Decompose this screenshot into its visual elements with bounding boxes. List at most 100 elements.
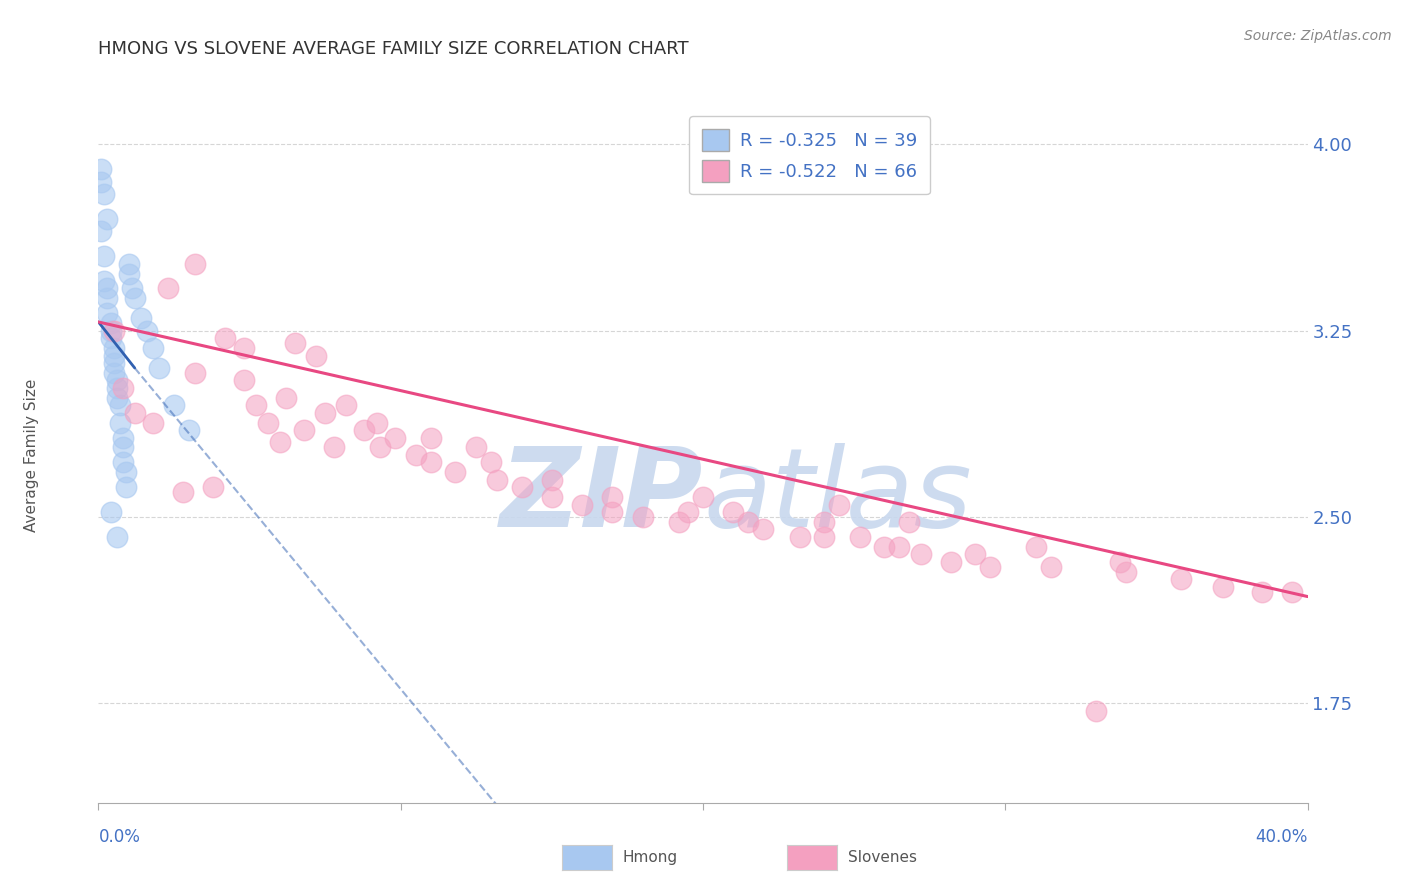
Point [103,341,125,355]
Point [602,505,624,519]
Point [1212,580,1234,594]
Point [100,324,122,338]
Point [256,416,278,430]
Text: ZIP: ZIP [499,443,703,550]
Point [323,441,346,455]
Point [100,331,122,345]
Legend: R = -0.325   N = 39, R = -0.522   N = 66: R = -0.325 N = 39, R = -0.522 N = 66 [689,116,929,194]
Point [172,485,194,500]
Point [245,398,267,412]
Point [156,281,179,295]
Point [366,416,388,430]
Point [96,211,118,226]
Point [692,490,714,504]
Point [284,336,307,351]
Point [90,162,112,177]
Point [1039,559,1062,574]
Point [481,455,503,469]
Point [979,559,1001,574]
Point [103,366,125,380]
Point [910,547,932,561]
Point [335,398,357,412]
Point [292,423,315,437]
Text: Average Family Size: Average Family Size [24,378,39,532]
Point [1085,704,1108,718]
Point [676,505,699,519]
Point [1115,565,1137,579]
Point [721,505,744,519]
Point [96,306,118,320]
Point [631,510,654,524]
Point [103,324,125,338]
Point [108,416,131,430]
Point [274,391,297,405]
Point [540,473,562,487]
Point [105,530,128,544]
Point [105,373,128,387]
Point [540,490,562,504]
Point [135,324,157,338]
Point [873,540,896,554]
Point [118,257,141,271]
Point [849,530,872,544]
Point [813,515,835,529]
Point [889,540,911,554]
Point [96,292,118,306]
Point [108,398,131,412]
Point [939,555,962,569]
Point [602,490,624,504]
Point [1109,555,1132,569]
Point [384,431,406,445]
Point [111,455,134,469]
Point [813,530,835,544]
Point [202,480,225,494]
Point [96,281,118,295]
Point [789,530,811,544]
Point [897,515,920,529]
Point [93,187,115,202]
Point [90,224,112,238]
Point [100,505,122,519]
Point [111,431,134,445]
Text: Slovenes: Slovenes [848,850,917,864]
Point [1170,572,1192,586]
Point [269,435,291,450]
Text: HMONG VS SLOVENE AVERAGE FAMILY SIZE CORRELATION CHART: HMONG VS SLOVENE AVERAGE FAMILY SIZE COR… [98,40,689,58]
Point [965,547,987,561]
Point [177,423,201,437]
Point [214,331,236,345]
Point [124,406,146,420]
Point [103,349,125,363]
Point [232,373,254,387]
Text: atlas: atlas [703,443,972,550]
Text: 40.0%: 40.0% [1256,828,1308,846]
Point [353,423,375,437]
Point [1024,540,1046,554]
Point [100,316,122,330]
Point [828,498,851,512]
Point [486,473,509,487]
Point [184,366,207,380]
Point [114,466,136,480]
Point [419,455,441,469]
Point [668,515,690,529]
Point [124,292,146,306]
Point [90,175,112,189]
Text: Source: ZipAtlas.com: Source: ZipAtlas.com [1244,29,1392,43]
Point [121,281,143,295]
Point [93,274,115,288]
Point [1251,584,1274,599]
Point [571,498,593,512]
Point [184,257,207,271]
Point [105,391,128,405]
Point [419,431,441,445]
Point [465,441,488,455]
Point [111,441,134,455]
Point [114,480,136,494]
Text: 0.0%: 0.0% [98,828,141,846]
Point [510,480,533,494]
Point [737,515,759,529]
Point [405,448,427,462]
Point [444,466,467,480]
Point [105,381,128,395]
